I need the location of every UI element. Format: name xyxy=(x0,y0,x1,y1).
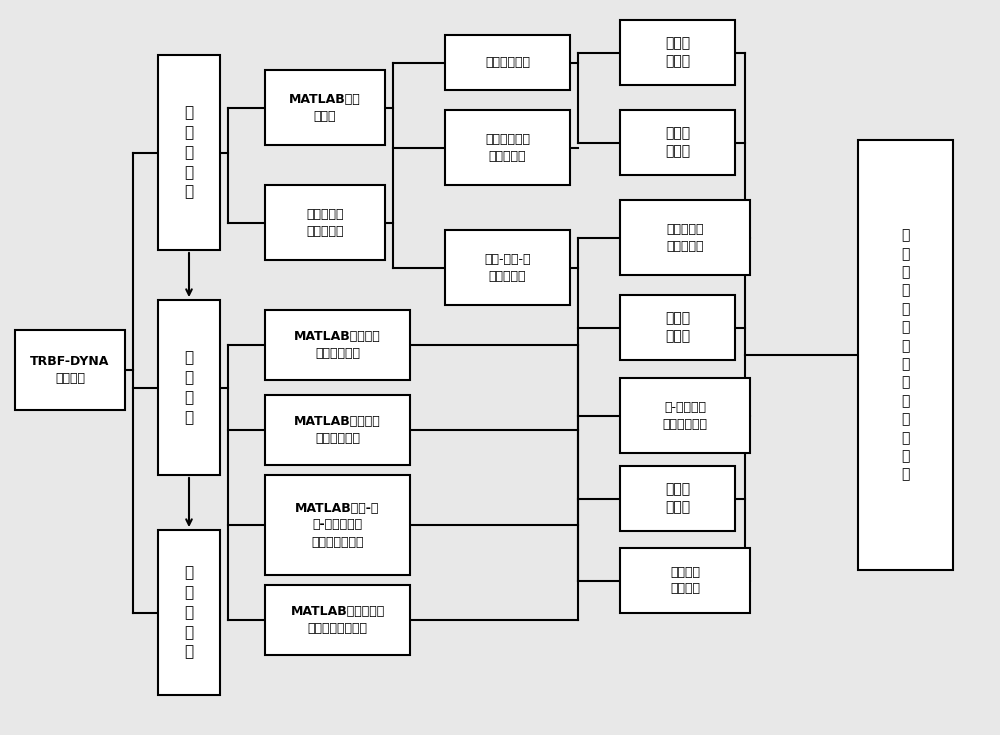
Bar xyxy=(265,310,410,380)
Text: 求
解
模
块: 求 解 模 块 xyxy=(184,351,194,425)
Bar xyxy=(620,295,735,360)
Bar xyxy=(858,140,953,570)
Text: 轨道不平顺样
本曲线模块: 轨道不平顺样 本曲线模块 xyxy=(485,132,530,162)
Text: 地基基
础模型: 地基基 础模型 xyxy=(665,482,690,514)
Bar xyxy=(620,200,750,275)
Text: MATLAB计算数据存
储及图形处理模块: MATLAB计算数据存 储及图形处理模块 xyxy=(290,605,385,635)
Bar xyxy=(265,70,385,145)
Bar xyxy=(265,475,410,575)
Text: 线桥动力相
互作用模型: 线桥动力相 互作用模型 xyxy=(666,223,704,253)
Bar xyxy=(265,185,385,260)
Text: 轨道-桥梁-地
基基础模块: 轨道-桥梁-地 基基础模块 xyxy=(484,253,531,282)
Bar xyxy=(158,55,220,250)
Text: MATLAB前处
理模块: MATLAB前处 理模块 xyxy=(289,93,361,123)
Text: 通用有限元
前处理模块: 通用有限元 前处理模块 xyxy=(306,207,344,237)
Bar xyxy=(158,530,220,695)
Text: 后
处
理
模
块: 后 处 理 模 块 xyxy=(184,565,194,659)
Text: 车辆结
构模型: 车辆结 构模型 xyxy=(665,36,690,68)
Bar xyxy=(158,300,220,475)
Bar xyxy=(15,330,125,410)
Text: 车辆结构模块: 车辆结构模块 xyxy=(485,56,530,69)
Bar xyxy=(620,20,735,85)
Text: TRBF-DYNA
控制程序: TRBF-DYNA 控制程序 xyxy=(30,355,110,385)
Bar xyxy=(445,35,570,90)
Bar xyxy=(265,395,410,465)
Bar xyxy=(445,230,570,305)
Text: 前
处
理
模
块: 前 处 理 模 块 xyxy=(184,105,194,200)
Bar xyxy=(620,548,750,613)
Bar xyxy=(620,466,735,531)
Text: 轮轨动力
接触模型: 轮轨动力 接触模型 xyxy=(670,565,700,595)
Bar xyxy=(620,110,735,175)
Text: MATLAB轮轨动力
接触计算模块: MATLAB轮轨动力 接触计算模块 xyxy=(294,330,381,360)
Text: MATLAB轨道-桥
梁-地基基础系
统动力计算模块: MATLAB轨道-桥 梁-地基基础系 统动力计算模块 xyxy=(295,501,380,548)
Bar xyxy=(265,585,410,655)
Bar xyxy=(445,110,570,185)
Text: MATLAB车辆系统
动力计算模块: MATLAB车辆系统 动力计算模块 xyxy=(294,415,381,445)
Text: 轨道结
构模型: 轨道结 构模型 xyxy=(665,126,690,159)
Bar xyxy=(620,378,750,453)
Text: 土-结构动力
相互作用模型: 土-结构动力 相互作用模型 xyxy=(662,401,708,431)
Text: 桥梁结
构模型: 桥梁结 构模型 xyxy=(665,312,690,344)
Text: 车
辆
轨
道
桥
梁
地
基
基
础
耦
合
系
统: 车 辆 轨 道 桥 梁 地 基 基 础 耦 合 系 统 xyxy=(901,229,910,481)
